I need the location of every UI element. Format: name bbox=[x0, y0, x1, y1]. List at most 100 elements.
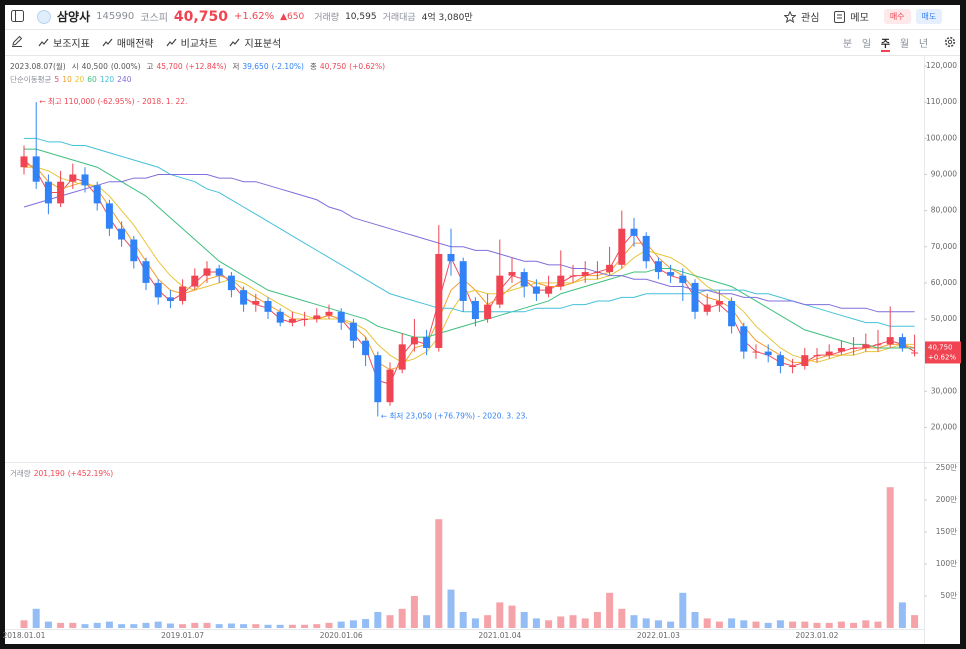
memo-button[interactable]: 메모 bbox=[850, 13, 869, 24]
info-label: 종 bbox=[309, 61, 317, 71]
candle-body bbox=[520, 272, 528, 287]
toolbar-icon bbox=[166, 38, 177, 46]
legend-entry: 5 bbox=[54, 74, 60, 84]
memo-icon[interactable] bbox=[834, 10, 846, 23]
candle-body bbox=[691, 282, 699, 312]
volume-bar bbox=[423, 615, 431, 628]
volume-bar bbox=[264, 624, 272, 628]
candle-body bbox=[337, 311, 345, 323]
candle-body bbox=[508, 272, 516, 276]
candle-body bbox=[288, 319, 296, 323]
x-tick-label: 2021.01.04 bbox=[478, 631, 521, 640]
volume-bar bbox=[44, 621, 52, 628]
ma-line bbox=[24, 166, 915, 363]
candle-body bbox=[227, 275, 235, 291]
volume-bar bbox=[801, 621, 809, 628]
toolbar-item[interactable]: 매매전략 bbox=[102, 35, 154, 50]
candle-body bbox=[606, 264, 614, 273]
volume-bar bbox=[447, 589, 455, 628]
volume-bar bbox=[520, 612, 528, 628]
volume-label: 거래량 bbox=[314, 13, 340, 23]
candle-body bbox=[654, 261, 662, 273]
volume-bar bbox=[862, 620, 870, 628]
watch-button[interactable]: 관심 bbox=[801, 13, 820, 24]
buy-button[interactable]: 매수 bbox=[883, 9, 911, 24]
high-annotation: ← 최고 110,000 (-62.95%) - 2018. 1. 22. bbox=[39, 96, 187, 106]
candle-body bbox=[471, 300, 479, 320]
star-icon[interactable] bbox=[784, 10, 796, 23]
volume-bar bbox=[642, 618, 650, 628]
volume-bar bbox=[166, 623, 174, 628]
toolbar-item[interactable]: 지표분석 bbox=[229, 35, 281, 50]
stock-name: 삼양사 bbox=[57, 10, 91, 24]
ma-legend: 단순이동평균 5 10 20 60 120 240 bbox=[10, 74, 131, 84]
toolbar-icon bbox=[38, 38, 49, 46]
panel-toggle-icon[interactable] bbox=[11, 10, 24, 22]
candle-body bbox=[105, 203, 113, 229]
candle-body bbox=[667, 272, 675, 276]
volume-bar bbox=[898, 602, 906, 628]
volume-bar bbox=[532, 618, 540, 628]
volume-bar bbox=[691, 612, 699, 628]
candle-body bbox=[618, 228, 626, 265]
amount: 4억 3,080만 bbox=[421, 13, 473, 23]
volume-bar bbox=[569, 615, 577, 628]
candle-body bbox=[69, 174, 77, 182]
low-annotation: ← 최저 23,050 (+76.79%) - 2020. 3. 23. bbox=[381, 410, 528, 420]
volume-bar bbox=[179, 624, 187, 628]
info-label: 시 bbox=[71, 61, 79, 71]
volume-bar bbox=[715, 621, 723, 628]
candle-body bbox=[118, 228, 126, 240]
change-pct: +1.62% bbox=[233, 11, 275, 22]
toolbar-item[interactable]: 비교차트 bbox=[166, 35, 218, 50]
period-tab[interactable]: 주 bbox=[876, 35, 895, 52]
y-tick-label: 30,000 bbox=[931, 386, 957, 395]
volume-bar bbox=[32, 608, 40, 628]
period-tab[interactable]: 일 bbox=[861, 38, 872, 50]
volume-bar bbox=[349, 620, 357, 628]
volume-bar bbox=[606, 592, 614, 628]
period-tab[interactable]: 년 bbox=[918, 38, 929, 50]
period-tab[interactable]: 월 bbox=[899, 38, 910, 50]
y-tick-label: 80,000 bbox=[931, 206, 957, 215]
info-date: 2023.08.07(월) bbox=[10, 61, 66, 71]
volume-bar bbox=[313, 624, 321, 628]
candle-body bbox=[447, 253, 455, 262]
y-tick-label: 60,000 bbox=[931, 278, 957, 287]
volume-bar bbox=[69, 622, 77, 628]
candle-body bbox=[496, 275, 504, 305]
price: 40,750 bbox=[173, 8, 228, 25]
volume-bar bbox=[508, 605, 516, 628]
volume: 10,595 bbox=[345, 11, 377, 22]
volume-bar bbox=[740, 620, 748, 628]
volume-bar bbox=[581, 618, 589, 628]
sell-button[interactable]: 매도 bbox=[915, 9, 943, 24]
candle-body bbox=[325, 311, 333, 316]
candle-body bbox=[179, 286, 187, 301]
draw-icon[interactable] bbox=[11, 35, 23, 47]
toolbar-item[interactable]: 보조지표 bbox=[38, 35, 90, 50]
candle-body bbox=[252, 300, 260, 305]
period-tab[interactable]: 분 bbox=[842, 38, 853, 50]
volume-bar bbox=[20, 620, 28, 628]
candle-body bbox=[32, 156, 40, 182]
y-tick-label: 200만 bbox=[936, 495, 957, 504]
volume-bar bbox=[435, 519, 443, 628]
volume-bar bbox=[911, 615, 919, 628]
settings-icon[interactable] bbox=[944, 36, 956, 48]
y-tick-label: 150만 bbox=[936, 527, 957, 536]
toolbar-label: 비교차트 bbox=[180, 38, 218, 50]
x-axis-line bbox=[5, 629, 924, 630]
change: ▲650 bbox=[280, 11, 305, 22]
volume-bar bbox=[386, 615, 394, 628]
candle-body bbox=[215, 268, 223, 276]
info-change: (-2.10%) bbox=[271, 61, 304, 71]
y-tick-label: 20,000 bbox=[931, 422, 957, 431]
candle-body bbox=[20, 156, 28, 168]
legend-entry: 10 bbox=[62, 74, 72, 84]
volume-bar bbox=[557, 616, 565, 628]
toolbar-icon bbox=[102, 38, 113, 46]
candle-body bbox=[886, 337, 894, 345]
volume-bar bbox=[374, 612, 382, 628]
volume-bar bbox=[752, 621, 760, 628]
